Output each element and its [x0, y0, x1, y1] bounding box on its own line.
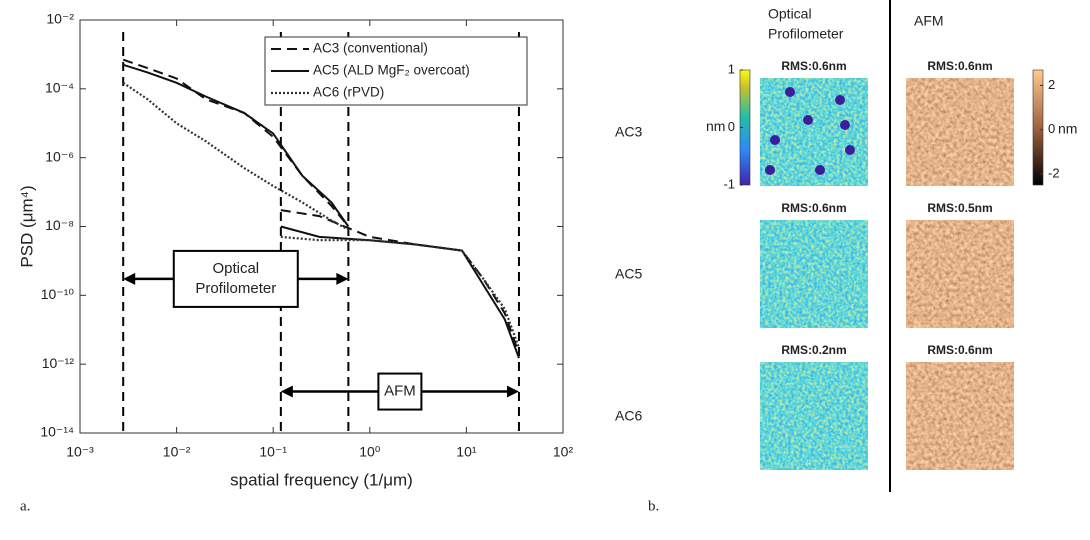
colorbar-unit: nm [706, 118, 725, 134]
colorbar-tick-label: 0 [1048, 121, 1055, 136]
y-tick-label: 10⁻⁴ [45, 80, 74, 96]
defect-spot [770, 135, 780, 145]
row-label: AC3 [615, 124, 642, 140]
surface-map [906, 220, 1014, 328]
defect-spot [803, 115, 813, 125]
colorbar-tick-label: 1 [728, 61, 735, 76]
legend-label: AC6 (rPVD) [313, 85, 384, 100]
colorbar [1032, 69, 1044, 186]
legend-label: AC5 (ALD MgF₂ overcoat) [313, 63, 470, 78]
y-tick-label: 10⁻⁸ [45, 217, 74, 233]
rms-label: RMS:0.6nm [927, 343, 992, 357]
row-label: AC5 [615, 266, 642, 282]
x-tick-label: 10⁰ [359, 444, 381, 460]
annotation-text: Profilometer [195, 280, 276, 297]
x-tick-label: 10¹ [456, 444, 477, 460]
annotation-text: Optical [212, 260, 259, 277]
surface-map [760, 78, 868, 186]
y-axis-label: PSD (μm⁴) [17, 185, 36, 267]
series-line [122, 81, 521, 349]
surface-map [760, 220, 868, 328]
colorbar-tick-label: -2 [1048, 165, 1060, 180]
defect-spot [815, 165, 825, 175]
defect-spot [785, 87, 795, 97]
y-tick-label: 10⁻⁶ [45, 148, 74, 164]
annotation-box [377, 372, 423, 411]
colorbar-unit: nm [1058, 120, 1077, 136]
rms-label: RMS:0.6nm [781, 59, 846, 73]
caption: a. [20, 498, 30, 514]
x-axis-label: spatial frequency (1/μm) [230, 470, 413, 489]
colorbar-tick-label: -1 [723, 176, 735, 191]
column-header: Profilometer [768, 26, 844, 42]
rms-label: RMS:0.2nm [781, 343, 846, 357]
defect-spot [835, 95, 845, 105]
y-tick-label: 10⁻² [46, 11, 74, 27]
series-line [122, 63, 520, 359]
legend-label: AC3 (conventional) [313, 41, 428, 56]
rms-label: RMS:0.5nm [927, 201, 992, 215]
surface-map [906, 78, 1014, 186]
x-tick-label: 10² [553, 444, 574, 460]
caption: b. [648, 498, 659, 514]
defect-spot [845, 145, 855, 155]
row-label: AC6 [615, 408, 642, 424]
column-header: AFM [914, 13, 944, 29]
surface-map [906, 362, 1014, 470]
defect-spot [840, 120, 850, 130]
y-tick-label: 10⁻¹² [42, 355, 75, 371]
annotation-text: AFM [384, 383, 416, 400]
colorbar-tick-label: 0 [728, 119, 735, 134]
rms-label: RMS:0.6nm [927, 59, 992, 73]
y-tick-label: 10⁻¹⁴ [40, 424, 74, 440]
colorbar-tick-label: 2 [1048, 77, 1055, 92]
column-header: Optical [768, 6, 812, 22]
x-tick-label: 10⁻³ [66, 444, 94, 460]
surface-map [760, 362, 868, 470]
rms-label: RMS:0.6nm [781, 201, 846, 215]
x-tick-label: 10⁻² [163, 444, 191, 460]
x-tick-label: 10⁻¹ [259, 444, 287, 460]
defect-spot [765, 165, 775, 175]
annotation-box [172, 249, 299, 308]
y-tick-label: 10⁻¹⁰ [41, 286, 75, 302]
